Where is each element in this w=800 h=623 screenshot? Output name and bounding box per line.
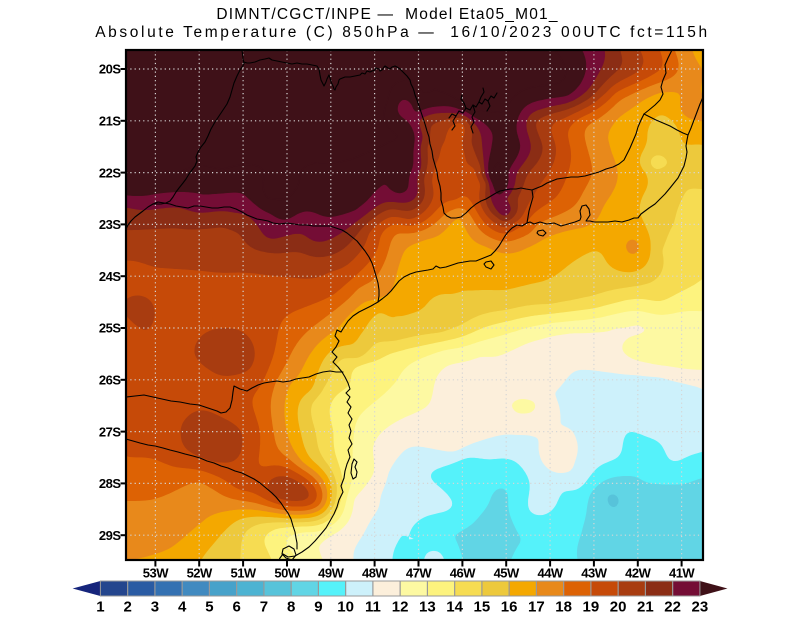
svg-text:Absolute Temperature (C) 850hP: Absolute Temperature (C) 850hPa — 16/10/… <box>95 24 710 41</box>
svg-text:25S: 25S <box>99 321 121 336</box>
svg-text:51W: 51W <box>230 566 256 581</box>
svg-text:17: 17 <box>528 599 545 616</box>
svg-text:DIMNT/CGCT/INPE — Model Eta05: DIMNT/CGCT/INPE — Model Eta05_M01_ <box>216 6 558 23</box>
svg-text:3: 3 <box>151 599 159 616</box>
svg-text:22: 22 <box>664 599 681 616</box>
svg-text:47W: 47W <box>406 566 432 581</box>
svg-text:21: 21 <box>637 599 654 616</box>
svg-text:10: 10 <box>337 599 354 616</box>
svg-text:6: 6 <box>232 599 240 616</box>
svg-text:50W: 50W <box>274 566 300 581</box>
svg-text:9: 9 <box>314 599 322 616</box>
svg-text:28S: 28S <box>99 476 121 491</box>
svg-text:13: 13 <box>419 599 436 616</box>
svg-text:52W: 52W <box>187 566 213 581</box>
svg-text:42W: 42W <box>625 566 651 581</box>
svg-text:5: 5 <box>205 599 213 616</box>
svg-text:14: 14 <box>446 599 463 616</box>
svg-text:8: 8 <box>287 599 295 616</box>
svg-text:23S: 23S <box>99 217 121 232</box>
svg-text:11: 11 <box>365 599 381 616</box>
svg-text:21S: 21S <box>99 114 121 129</box>
svg-text:15: 15 <box>474 599 491 616</box>
svg-text:4: 4 <box>178 599 187 616</box>
svg-text:53W: 53W <box>143 566 169 581</box>
svg-text:27S: 27S <box>99 424 121 439</box>
svg-text:48W: 48W <box>362 566 388 581</box>
svg-text:41W: 41W <box>669 566 695 581</box>
svg-text:18: 18 <box>555 599 572 616</box>
svg-text:43W: 43W <box>581 566 607 581</box>
svg-text:23: 23 <box>692 599 709 616</box>
svg-text:46W: 46W <box>450 566 476 581</box>
svg-text:16: 16 <box>501 599 518 616</box>
svg-text:1: 1 <box>96 599 104 616</box>
svg-text:29S: 29S <box>99 528 121 543</box>
svg-text:26S: 26S <box>99 373 121 388</box>
svg-text:19: 19 <box>583 599 600 616</box>
svg-text:49W: 49W <box>318 566 344 581</box>
svg-text:22S: 22S <box>99 165 121 180</box>
svg-text:45W: 45W <box>494 566 520 581</box>
svg-text:24S: 24S <box>99 269 121 284</box>
svg-text:12: 12 <box>392 599 409 616</box>
svg-text:20S: 20S <box>99 62 121 77</box>
svg-text:44W: 44W <box>537 566 563 581</box>
svg-text:2: 2 <box>123 599 131 616</box>
svg-text:20: 20 <box>610 599 627 616</box>
svg-text:7: 7 <box>260 599 268 616</box>
